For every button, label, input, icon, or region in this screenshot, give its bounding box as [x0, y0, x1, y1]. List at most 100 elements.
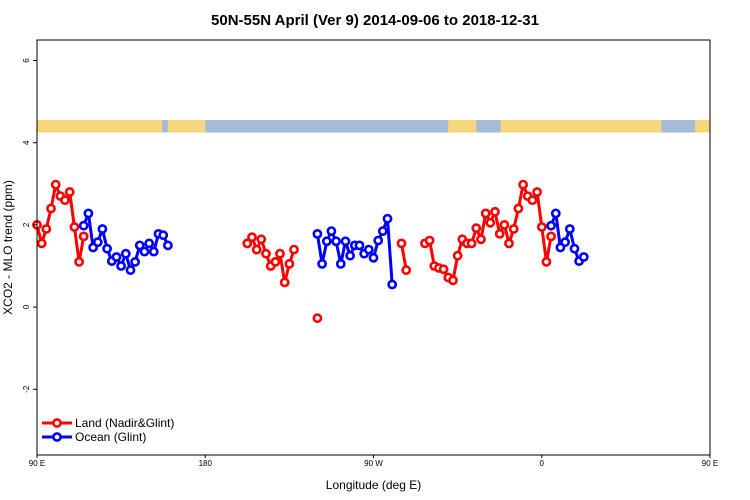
- data-point-1-0-10: [125, 265, 136, 275]
- data-point-0-4-17: [499, 219, 510, 230]
- data-point-0-4-25: [536, 222, 547, 232]
- data-point-1-1-1: [317, 258, 327, 269]
- legend-marker-land: [52, 418, 62, 428]
- data-point-0-4-19: [508, 224, 519, 234]
- x-tick-label-3: 0: [540, 459, 545, 468]
- data-point-0-4-12: [476, 234, 486, 245]
- data-point-0-0-10: [78, 231, 89, 242]
- data-point-1-0-5: [102, 243, 112, 254]
- data-point-1-0-7: [111, 252, 122, 262]
- x-tick-label-4: 90 E: [702, 459, 718, 468]
- data-point-1-1-9: [354, 240, 365, 251]
- data-point-1-1-14: [377, 226, 388, 236]
- data-point-1-0-0: [78, 220, 89, 231]
- data-point-0-4-6: [448, 275, 458, 286]
- data-point-1-0-18: [162, 240, 173, 251]
- data-point-0-1-2: [251, 244, 262, 255]
- data-point-0-4-26: [541, 256, 552, 267]
- x-axis-label: Longitude (deg E): [326, 478, 421, 492]
- axes: 90 E 180 90 W 0 90 E -2 0 2 4 6: [22, 58, 718, 468]
- data-point-1-0-1: [83, 208, 94, 219]
- data-point-1-2-1: [550, 208, 561, 219]
- data-point-0-0-7: [64, 187, 75, 197]
- data-point-1-1-11: [363, 244, 374, 255]
- y-tick-label-0: -2: [22, 385, 31, 393]
- data-point-0-4-27: [546, 231, 556, 242]
- data-point-0-0-9: [74, 256, 84, 267]
- y-tick-label-1: 0: [22, 304, 31, 309]
- series-layer: [32, 179, 589, 324]
- data-point-0-1-4: [261, 248, 271, 259]
- data-point-0-4-1: [424, 235, 435, 246]
- data-point-0-0-4: [50, 179, 61, 190]
- legend: Land (Nadir&Glint) Ocean (Glint): [42, 416, 174, 444]
- data-point-0-4-20: [513, 203, 524, 214]
- data-point-0-1-1: [247, 232, 257, 243]
- data-point-0-4-15: [490, 206, 500, 217]
- data-point-0-0-1: [36, 238, 47, 249]
- data-point-1-2-5: [569, 243, 580, 254]
- legend-label-ocean: Ocean (Glint): [75, 430, 146, 444]
- data-point-0-1-3: [256, 234, 267, 245]
- data-point-0-4-21: [518, 179, 528, 190]
- data-point-0-4-24: [532, 187, 542, 197]
- data-point-1-1-3: [326, 226, 337, 236]
- data-point-0-4-7: [452, 250, 463, 261]
- data-point-0-4-16: [494, 228, 505, 239]
- data-point-0-1-10: [289, 244, 299, 255]
- strip-ocean-3: [661, 120, 696, 133]
- land-ocean-strip: [37, 120, 710, 133]
- strip-ocean-2: [476, 120, 501, 133]
- data-point-1-0-3: [92, 237, 103, 248]
- x-tick-label-2: 90 W: [364, 459, 383, 468]
- data-point-0-4-11: [471, 223, 482, 234]
- data-point-0-4-4: [438, 264, 449, 275]
- data-point-0-0-6: [60, 195, 70, 206]
- strip-ocean-1: [205, 120, 449, 133]
- x-tick-label-0: 90 E: [29, 459, 45, 468]
- strip-ocean-0: [162, 120, 168, 133]
- data-point-1-1-13: [373, 235, 384, 246]
- data-point-1-0-13: [139, 246, 150, 257]
- data-point-1-2-0: [546, 220, 556, 231]
- data-point-1-0-9: [120, 248, 131, 259]
- data-point-1-1-0: [312, 228, 323, 239]
- data-point-1-1-7: [345, 250, 355, 261]
- data-point-1-1-2: [321, 236, 332, 247]
- data-point-1-1-4: [331, 236, 341, 247]
- data-point-1-0-12: [134, 240, 145, 251]
- data-point-0-4-10: [466, 238, 477, 249]
- data-point-0-4-18: [504, 238, 514, 249]
- data-point-1-0-15: [148, 246, 159, 257]
- data-point-0-4-23: [527, 195, 538, 206]
- data-point-0-4-14: [485, 217, 496, 228]
- legend-label-land: Land (Nadir&Glint): [75, 416, 174, 430]
- data-point-1-2-3: [560, 237, 570, 248]
- data-point-0-3-1: [401, 265, 412, 275]
- data-point-0-4-13: [480, 208, 491, 219]
- data-point-0-3-0: [396, 238, 407, 249]
- data-point-1-0-14: [144, 238, 155, 249]
- data-point-1-1-6: [340, 236, 351, 247]
- series-ocean: [78, 208, 589, 290]
- x-tick-label-1: 180: [199, 459, 213, 468]
- data-point-0-0-2: [41, 224, 52, 234]
- data-point-0-1-8: [279, 277, 290, 288]
- data-point-0-1-6: [270, 256, 281, 267]
- data-point-1-1-12: [368, 252, 379, 263]
- data-point-0-2-0: [312, 313, 323, 324]
- legend-marker-ocean: [52, 432, 62, 442]
- chart-title: 50N-55N April (Ver 9) 2014-09-06 to 2018…: [211, 12, 539, 29]
- data-point-1-0-17: [158, 230, 169, 241]
- data-point-0-0-3: [46, 203, 56, 214]
- data-point-0-1-0: [242, 238, 253, 249]
- data-point-1-1-5: [335, 258, 346, 269]
- data-point-1-2-4: [564, 224, 575, 234]
- y-tick-label-4: 6: [22, 58, 31, 63]
- data-point-1-2-7: [578, 252, 589, 262]
- y-tick-label-3: 4: [22, 140, 31, 145]
- data-point-0-1-9: [284, 258, 295, 269]
- y-axis-label: XCO2 - MLO trend (ppm): [1, 180, 15, 315]
- data-point-1-0-11: [130, 256, 140, 267]
